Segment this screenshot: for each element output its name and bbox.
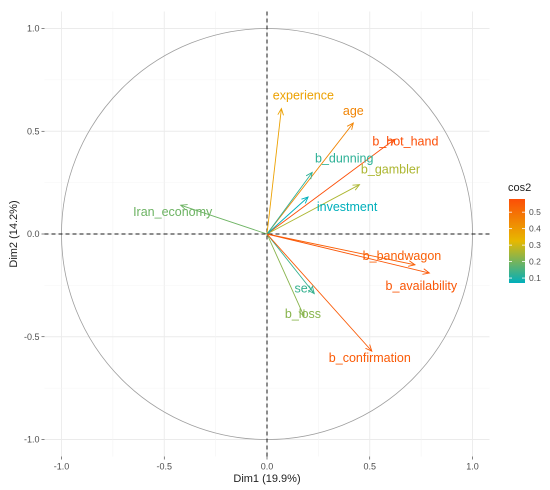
- y-tick-label: -0.5: [24, 332, 40, 342]
- arrow-b-dunning: [266, 172, 313, 235]
- y-axis-title: Dim2 (14.2%): [8, 200, 20, 267]
- x-axis-ticks: -1.0 -0.5 0.0 0.5 1.0: [54, 456, 479, 472]
- arrow-b-availability: [266, 233, 430, 274]
- arrow-age: [266, 122, 354, 235]
- arrow-b-hot-hand: [266, 139, 395, 235]
- arrowhead-b-gambler: [352, 184, 361, 191]
- legend-title: cos2: [508, 182, 531, 194]
- label-experience: experience: [273, 89, 334, 103]
- label-b-gambler: b_gambler: [361, 163, 420, 177]
- arrowhead-sex: [307, 286, 315, 295]
- label-iran-economy: Iran_economy: [133, 205, 213, 219]
- arrowhead-age: [346, 122, 354, 130]
- variable-labels: experience age b_hot_hand b_dunningb_gamble…: [133, 89, 458, 365]
- arrowhead-b-bandwagon: [408, 260, 417, 267]
- arrow-b-confirmation: [266, 233, 373, 352]
- y-tick-label: 1.0: [27, 24, 40, 34]
- arrow-investment: [266, 196, 309, 235]
- plot-panel: -1.0 -0.5 0.0 0.5 1.0 -1.0 -0.5 0.0 0.5 1.0 expe…: [24, 11, 490, 472]
- legend-ticks: 0.1 0.2 0.3 0.4 0.5: [509, 207, 541, 283]
- legend-tick-label: 0.3: [529, 240, 541, 250]
- y-tick-label: 0.0: [27, 229, 40, 239]
- label-investment: investment: [317, 200, 378, 214]
- label-b-hot-hand: b_hot_hand: [372, 134, 438, 148]
- x-tick-label: 0.0: [261, 462, 274, 472]
- arrowhead-experience: [277, 107, 284, 116]
- label-b-loss: b_loss: [285, 307, 321, 321]
- arrowhead-b-dunning: [305, 171, 313, 180]
- arrowhead-investment: [301, 196, 309, 204]
- legend-tick-label: 0.5: [529, 207, 541, 217]
- x-tick-label: -1.0: [54, 462, 70, 472]
- label-b-bandwagon: b_bandwagon: [363, 249, 442, 263]
- x-tick-label: 0.5: [363, 462, 376, 472]
- y-tick-label: -1.0: [24, 435, 40, 445]
- arrow-b-loss: [266, 233, 305, 317]
- legend-tick-label: 0.4: [529, 224, 541, 234]
- label-sex: sex: [295, 282, 315, 296]
- arrowhead-b-confirmation: [365, 344, 373, 352]
- arrow-experience: [266, 108, 282, 235]
- label-b-confirmation: b_confirmation: [329, 351, 411, 365]
- label-b-availability: b_availability: [386, 279, 458, 293]
- label-age: age: [343, 104, 364, 118]
- arrowhead-b-availability: [422, 268, 431, 275]
- label-b-dunning: b_dunning: [315, 151, 373, 165]
- legend-colorbar: [509, 199, 525, 283]
- arrow-iran-economy: [180, 204, 268, 235]
- arrow-b-bandwagon: [266, 233, 416, 266]
- legend-tick-label: 0.2: [529, 257, 541, 267]
- legend-tick-label: 0.1: [529, 273, 541, 283]
- color-legend: cos2 0.1 0.2 0.3 0.4 0.5: [508, 182, 541, 283]
- x-tick-label: -0.5: [156, 462, 172, 472]
- arrow-b-gambler: [266, 184, 360, 235]
- arrow-sex: [266, 233, 315, 294]
- arrowhead-b-loss: [298, 309, 305, 318]
- arrowhead-b-hot-hand: [387, 138, 396, 146]
- x-axis-title: Dim1 (19.9%): [233, 473, 300, 485]
- x-tick-label: 1.0: [466, 462, 479, 472]
- variable-arrows: [179, 107, 431, 352]
- y-axis-ticks: -1.0 -0.5 0.0 0.5 1.0: [24, 24, 45, 445]
- y-tick-label: 0.5: [27, 126, 40, 136]
- arrowhead-iran-economy: [179, 204, 188, 211]
